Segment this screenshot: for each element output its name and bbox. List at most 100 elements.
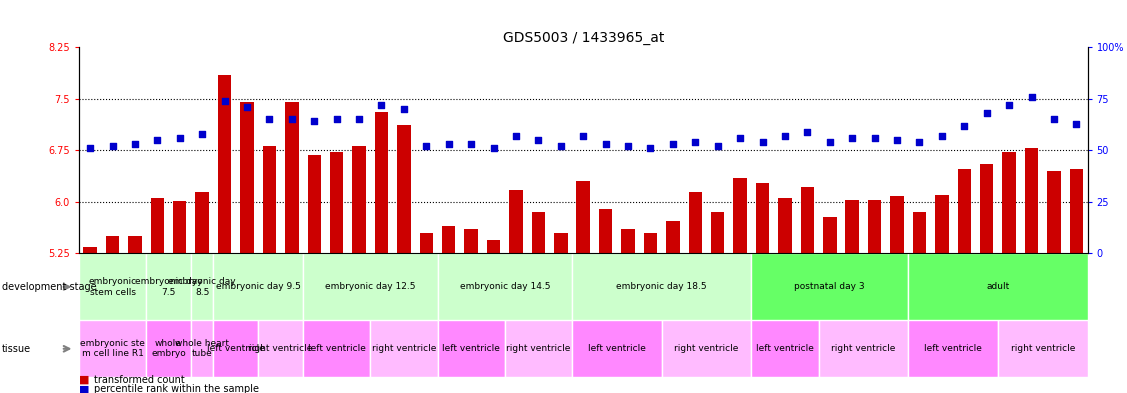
Bar (598, 209, 612, 253)
Bar (980, 164, 993, 253)
Point (911, 139, 929, 145)
Point (1000, 102, 1018, 108)
Point (305, 118, 323, 125)
Point (619, 143, 637, 149)
FancyBboxPatch shape (371, 320, 437, 377)
Point (372, 102, 391, 108)
Bar (442, 226, 455, 253)
Bar (397, 125, 410, 253)
Point (641, 145, 659, 151)
Text: left ventricle: left ventricle (207, 344, 265, 353)
Text: embryonic day 12.5: embryonic day 12.5 (325, 283, 416, 291)
Bar (128, 236, 142, 253)
FancyBboxPatch shape (147, 320, 190, 377)
Point (283, 116, 301, 123)
Point (1067, 120, 1085, 127)
Point (485, 145, 503, 151)
Text: embryonic day
7.5: embryonic day 7.5 (135, 277, 203, 297)
Bar (800, 187, 814, 253)
Bar (532, 212, 545, 253)
Point (350, 116, 369, 123)
FancyBboxPatch shape (662, 320, 752, 377)
Text: embryonic ste
m cell line R1: embryonic ste m cell line R1 (80, 339, 145, 358)
Bar (83, 247, 97, 253)
FancyBboxPatch shape (505, 320, 573, 377)
Text: adult: adult (986, 283, 1010, 291)
Text: right ventricle: right ventricle (674, 344, 738, 353)
Point (328, 116, 346, 123)
Bar (1002, 152, 1015, 253)
Text: whole heart
tube: whole heart tube (175, 339, 229, 358)
FancyBboxPatch shape (303, 253, 437, 320)
Point (664, 141, 682, 147)
Bar (666, 221, 680, 253)
Bar (958, 169, 971, 253)
Point (440, 141, 458, 147)
Bar (711, 212, 725, 253)
Bar (263, 145, 276, 253)
Text: right ventricle: right ventricle (832, 344, 896, 353)
Bar (577, 181, 589, 253)
Bar (935, 195, 949, 253)
Point (933, 133, 951, 139)
Point (530, 137, 548, 143)
Text: embryonic day
8.5: embryonic day 8.5 (168, 277, 236, 297)
Text: postnatal day 3: postnatal day 3 (795, 283, 866, 291)
Point (820, 139, 838, 145)
FancyBboxPatch shape (213, 320, 258, 377)
Text: percentile rank within the sample: percentile rank within the sample (94, 384, 258, 393)
Bar (644, 233, 657, 253)
Bar (779, 198, 791, 253)
FancyBboxPatch shape (79, 320, 147, 377)
Bar (868, 200, 881, 253)
Bar (1047, 171, 1061, 253)
Bar (756, 183, 770, 253)
Text: transformed count: transformed count (94, 375, 185, 385)
Point (171, 135, 189, 141)
Point (956, 123, 974, 129)
Bar (308, 155, 321, 253)
Text: embryonic day 9.5: embryonic day 9.5 (215, 283, 301, 291)
Bar (195, 191, 208, 253)
Text: left ventricle: left ventricle (588, 344, 646, 353)
FancyBboxPatch shape (213, 253, 303, 320)
FancyBboxPatch shape (908, 320, 997, 377)
Bar (106, 236, 119, 253)
Point (978, 110, 996, 116)
Bar (353, 145, 366, 253)
Point (104, 143, 122, 149)
Text: right ventricle: right ventricle (248, 344, 313, 353)
Point (754, 139, 772, 145)
Point (394, 106, 412, 112)
Point (1045, 116, 1063, 123)
FancyBboxPatch shape (573, 253, 752, 320)
Point (215, 97, 233, 104)
Bar (464, 230, 478, 253)
Bar (913, 212, 926, 253)
Title: GDS5003 / 1433965_at: GDS5003 / 1433965_at (503, 31, 664, 45)
Bar (330, 152, 344, 253)
FancyBboxPatch shape (79, 253, 147, 320)
Bar (419, 233, 433, 253)
FancyBboxPatch shape (997, 320, 1088, 377)
Text: right ventricle: right ventricle (1011, 344, 1075, 353)
Bar (375, 112, 388, 253)
Text: right ventricle: right ventricle (372, 344, 436, 353)
Point (507, 133, 525, 139)
FancyBboxPatch shape (258, 320, 303, 377)
Point (686, 139, 704, 145)
Point (575, 133, 593, 139)
Bar (1024, 148, 1038, 253)
Text: ■: ■ (79, 375, 89, 385)
Point (709, 143, 727, 149)
Bar (240, 102, 254, 253)
Text: embryonic
stem cells: embryonic stem cells (88, 277, 136, 297)
Bar (151, 198, 165, 253)
FancyBboxPatch shape (908, 253, 1088, 320)
Point (552, 143, 570, 149)
Point (731, 135, 749, 141)
Bar (845, 200, 859, 253)
Text: ■: ■ (79, 384, 89, 393)
Bar (285, 102, 299, 253)
FancyBboxPatch shape (147, 253, 190, 320)
